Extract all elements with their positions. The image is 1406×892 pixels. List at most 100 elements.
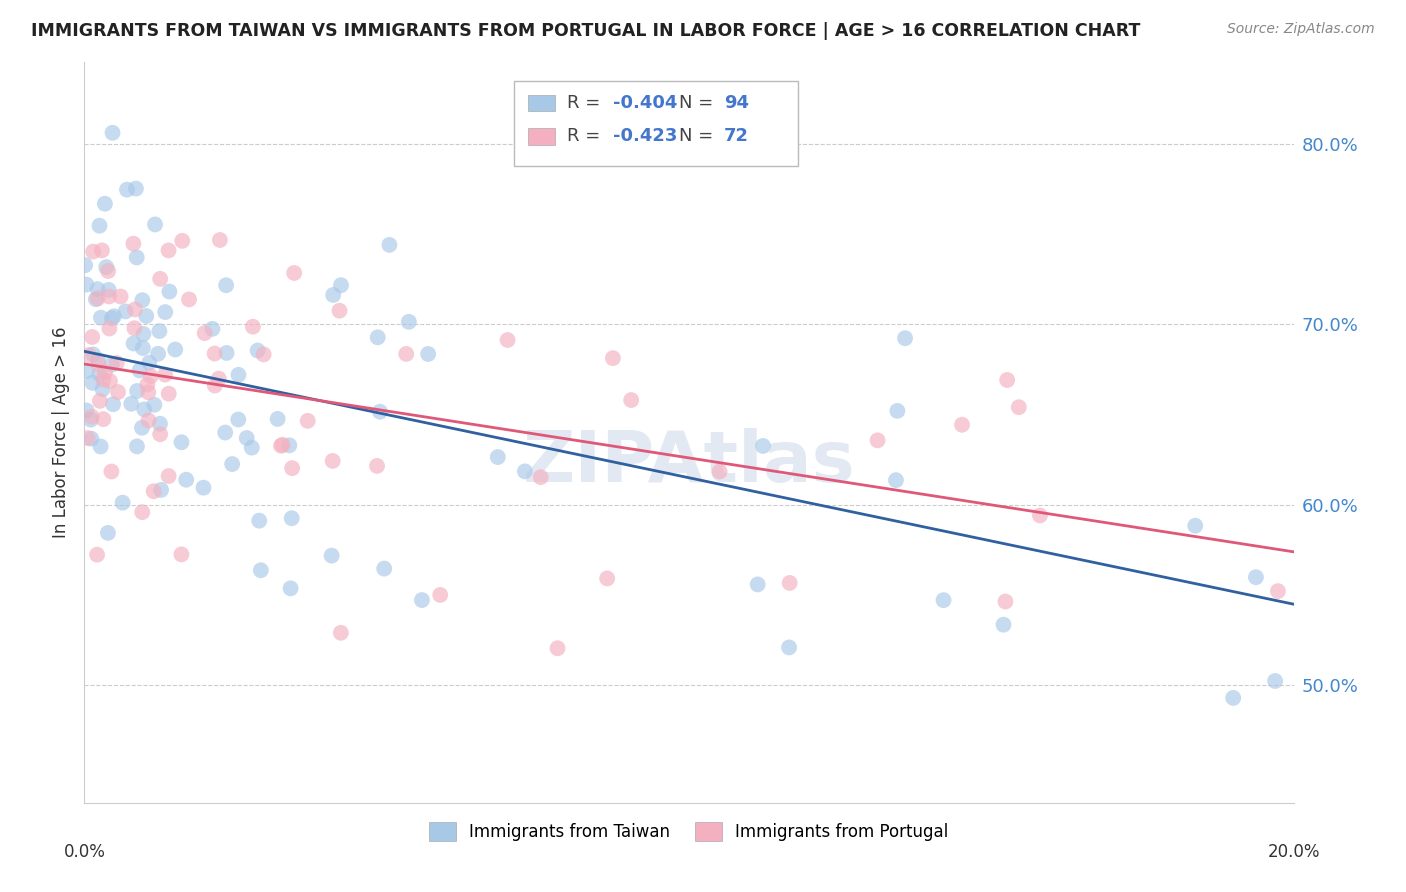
Point [1184,518,1206,533]
Point [157,244,180,258]
Text: -0.404: -0.404 [613,95,678,112]
Point [418,347,440,361]
Point [378,238,401,252]
Point [149,417,172,431]
Point [429,588,451,602]
Point [170,548,193,562]
Point [97,283,120,297]
Point [76,403,98,417]
Text: N =: N = [679,95,720,112]
Point [280,582,302,596]
Point [221,457,243,471]
Point [103,310,125,324]
Point [226,412,249,426]
Point [87,291,110,305]
Point [157,386,180,401]
Point [215,278,238,293]
Point [866,434,889,448]
Point [1244,570,1267,584]
Point [321,549,343,563]
Point [247,514,270,528]
Point [89,393,111,408]
Point [84,293,107,307]
Text: R =: R = [567,128,606,145]
Point [322,454,344,468]
Point [894,331,917,345]
Point [398,315,420,329]
Point [709,465,731,479]
Point [90,244,112,258]
Point [328,303,350,318]
Text: 0.0%: 0.0% [63,843,105,861]
Point [98,289,121,303]
Point [138,413,160,427]
Point [250,563,273,577]
Point [194,326,217,340]
Point [86,548,108,562]
Point [779,576,801,591]
Text: IMMIGRANTS FROM TAIWAN VS IMMIGRANTS FROM PORTUGAL IN LABOR FORCE | AGE > 16 COR: IMMIGRANTS FROM TAIWAN VS IMMIGRANTS FRO… [31,22,1140,40]
FancyBboxPatch shape [513,81,797,166]
Point [373,561,395,575]
Point [127,384,149,398]
Point [547,641,569,656]
Point [124,302,146,317]
Point [149,427,172,442]
Point [366,458,388,473]
Point [174,473,197,487]
Point [100,465,122,479]
Point [932,593,955,607]
Point [136,377,159,392]
Point [132,326,155,341]
Point [747,577,769,591]
Point [995,373,1018,387]
Point [110,289,132,303]
Point [146,347,169,361]
Point [115,183,138,197]
Point [131,421,153,435]
Point [153,368,176,382]
Point [125,439,148,453]
Point [82,376,104,390]
Point [281,461,304,475]
Point [93,412,115,426]
Point [204,378,226,392]
Point [76,431,98,445]
Point [1264,673,1286,688]
Point [155,305,177,319]
Text: 20.0%: 20.0% [1267,843,1320,861]
Point [148,324,170,338]
Point [150,483,173,497]
Point [138,356,160,370]
Point [367,330,389,344]
Point [215,346,238,360]
Point [89,367,111,381]
Point [208,233,231,247]
Point [131,505,153,519]
Point [486,450,509,464]
Point [193,481,215,495]
Point [76,364,98,378]
Point [778,640,800,655]
Point [105,356,128,370]
Point [134,402,156,417]
Point [94,365,117,379]
Point [752,439,775,453]
Point [98,374,121,388]
Point [98,321,121,335]
Point [278,438,301,452]
Point [950,417,973,432]
Point [157,469,180,483]
FancyBboxPatch shape [529,95,555,112]
Point [136,385,159,400]
Point [122,336,145,351]
Point [240,441,263,455]
Point [411,593,433,607]
Point [170,435,193,450]
Point [157,285,180,299]
Point [620,392,643,407]
Point [87,357,110,371]
Point [82,244,104,259]
Point [120,397,142,411]
Point [142,484,165,499]
